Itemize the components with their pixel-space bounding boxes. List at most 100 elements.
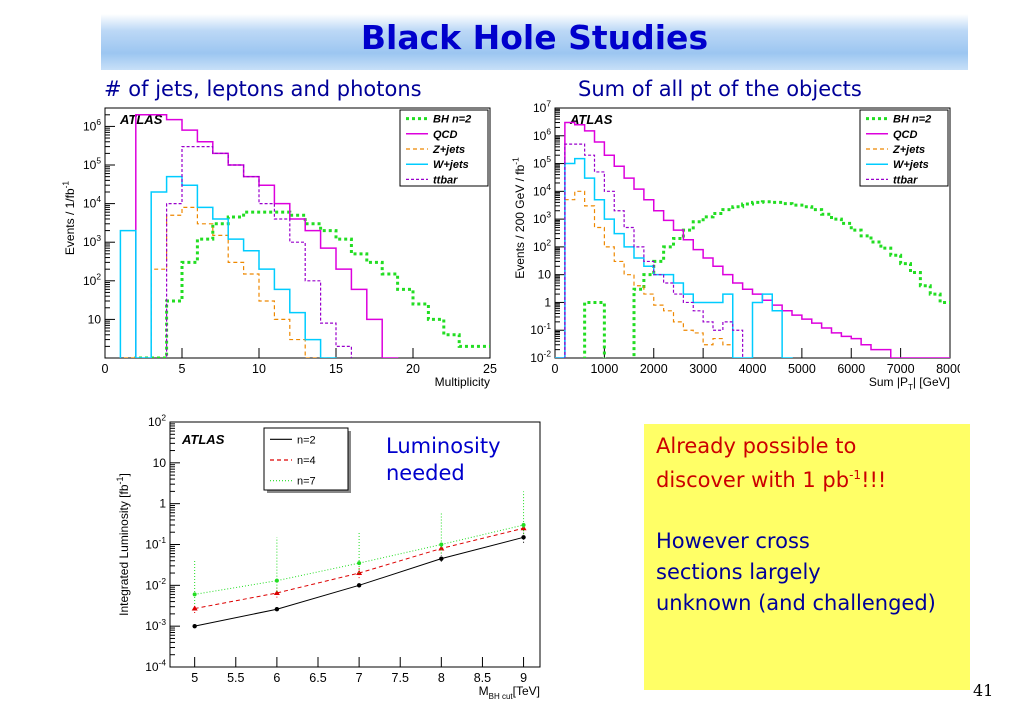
x-tick-label: 20 [406, 362, 420, 376]
histogram-series-ttbar [564, 143, 744, 358]
y-axis-title: Integrated Luminosity [fb-1] [115, 473, 131, 616]
x-axis-title: Multiplicity [435, 375, 490, 389]
x-tick-label: 10 [252, 362, 266, 376]
legend-label: QCD [433, 129, 458, 141]
histogram-series-qcd [135, 114, 399, 358]
data-point [191, 605, 198, 611]
x-tick-label: 25 [483, 362, 497, 376]
x-tick-label: 8.5 [474, 671, 491, 685]
x-axis-title: MBH cut[TeV] [479, 684, 540, 700]
legend-label: QCD [893, 129, 918, 141]
y-tick-label: 107 [533, 100, 551, 115]
slide-title: Black Hole Studies [360, 18, 709, 57]
x-tick-label: 6 [273, 671, 280, 685]
note-blue-line2: sections largely [656, 560, 821, 584]
x-tick-label: 6.5 [309, 671, 326, 685]
x-tick-label: 6000 [837, 362, 865, 376]
atlas-label: ATLAS [181, 432, 225, 447]
sum-pt-histogram: 10-2 10-1 1 10 102 103 104 105 106 107 0 1000 2000 30… [511, 100, 960, 392]
plot-series-group [555, 121, 950, 358]
data-point [273, 589, 280, 595]
x-tick-label: 15 [329, 362, 343, 376]
y-tick-label: 10-2 [145, 576, 166, 592]
title-bar: Black Hole Studies [101, 14, 968, 70]
multiplicity-histogram: 10 102 103 104 105 106 0 5 10 15 20 25 Events / 1/fb… [61, 107, 497, 389]
x-tick-label: 7000 [887, 362, 915, 376]
note-box: Already possible to discover with 1 pb-1… [644, 424, 970, 690]
y-tick-label: 102 [148, 413, 166, 429]
x-tick-label: 7 [356, 671, 363, 685]
atlas-label: ATLAS [569, 112, 613, 127]
line-series-n-7 [194, 524, 524, 595]
data-point [274, 578, 279, 583]
x-tick-label: 0 [102, 362, 109, 376]
y-tick-label: 10 [153, 456, 167, 470]
legend-label: ttbar [433, 174, 458, 186]
note-blue-line3: unknown (and challenged) [656, 591, 936, 615]
histogram-series-bh-n-2 [583, 200, 950, 358]
atlas-label: ATLAS [119, 112, 163, 127]
y-tick-label: 103 [533, 210, 551, 226]
histogram-series-w-jets [555, 157, 793, 358]
luminosity-plot: 10-4 10-3 10-2 10-1 1 10 102 5 5.5 6 6.5 7 7.5 8 8.5 9 I… [115, 413, 541, 700]
y-tick-label: 102 [533, 237, 551, 253]
note-discovery: Already possible to discover with 1 pb-1… [656, 432, 886, 495]
lum-label-line2: needed [386, 461, 465, 485]
y-tick-label: 1 [159, 497, 166, 511]
x-tick-label: 7.5 [392, 671, 409, 685]
data-point [274, 607, 280, 612]
note-line1: Already possible to [656, 434, 857, 458]
y-tick-label: 10-2 [530, 349, 551, 365]
y-tick-label: 10 [538, 268, 552, 282]
plot-series-group [119, 114, 490, 358]
x-tick-label: 0 [552, 362, 559, 376]
note-line2-post: !!! [861, 468, 887, 492]
note-line2-pre: discover with 1 pb [656, 468, 850, 492]
x-tick-label: 5000 [788, 362, 816, 376]
legend-label: n=2 [297, 434, 316, 446]
y-tick-label: 106 [83, 117, 101, 133]
y-tick-label: 103 [83, 233, 101, 249]
y-tick-label: 10 [88, 312, 102, 326]
legend-label: Z+jets [432, 144, 465, 156]
y-tick-label: 10-3 [145, 617, 166, 633]
caption-sum-pt: Sum of all pt of the objects [578, 77, 862, 101]
y-tick-label: 10-1 [530, 321, 551, 337]
x-tick-label: 5.5 [227, 671, 244, 685]
note-line2: discover with 1 pb-1!!! [656, 461, 886, 495]
plot-series-group [191, 491, 527, 629]
legend-label: ttbar [893, 174, 918, 186]
x-tick-label: 3000 [689, 362, 717, 376]
data-point [521, 535, 526, 540]
x-tick-label: 9 [520, 671, 527, 685]
legend-label: n=4 [297, 455, 316, 467]
legend-box [859, 109, 949, 187]
histogram-series-w-jets [119, 175, 337, 358]
caption-multiplicity: # of jets, leptons and photons [104, 77, 422, 101]
x-tick-label: 5 [191, 671, 198, 685]
data-point [439, 556, 444, 561]
x-tick-label: 8 [438, 671, 445, 685]
x-tick-label: 4000 [739, 362, 767, 376]
legend-box [263, 427, 349, 491]
data-point [438, 545, 445, 551]
data-point [192, 592, 197, 597]
data-point [192, 623, 197, 629]
y-axis-title: Events / 200 GeV / fb-1 [511, 157, 527, 279]
histogram-series-ttbar [166, 145, 352, 358]
legend-label: W+jets [893, 159, 929, 171]
histogram-series-z-jets [555, 190, 734, 358]
x-tick-label: 8000 [936, 362, 960, 376]
y-tick-label: 102 [83, 271, 101, 287]
page-number: 41 [973, 681, 994, 700]
y-tick-label: 1 [544, 295, 551, 309]
luminosity-needed-label: Luminosity needed [386, 433, 501, 487]
x-tick-label: 2000 [640, 362, 668, 376]
x-tick-label: 1000 [590, 362, 618, 376]
y-tick-label: 106 [533, 126, 551, 142]
x-tick-label: 5 [179, 362, 186, 376]
data-point [521, 523, 526, 528]
y-tick-label: 10-1 [145, 535, 166, 551]
note-blue-line1: However cross [656, 529, 810, 553]
legend-label: BH n=2 [433, 114, 471, 126]
